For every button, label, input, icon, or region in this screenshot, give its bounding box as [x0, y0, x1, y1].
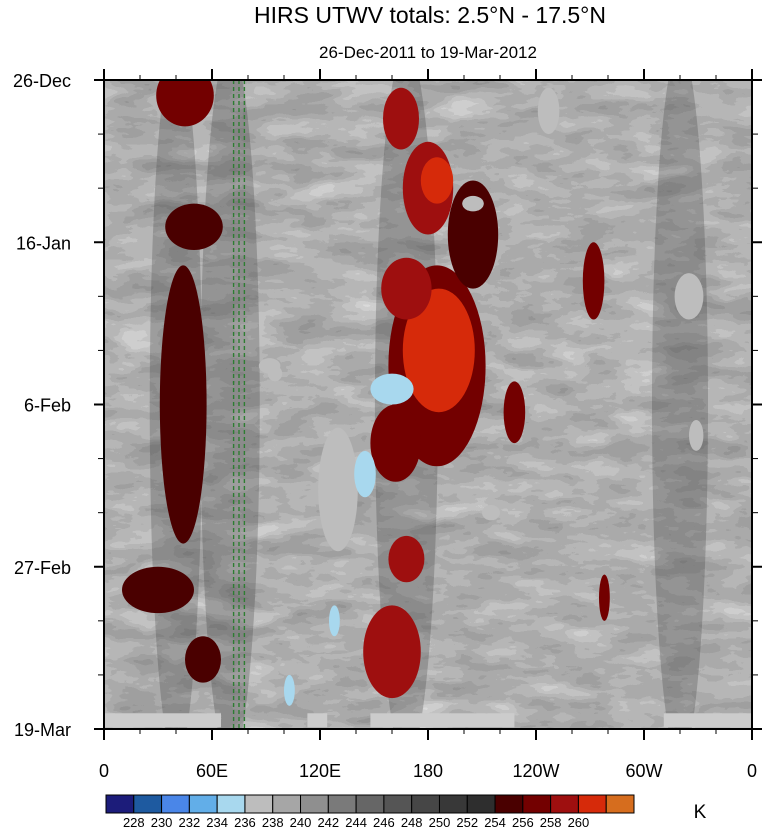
x-tick-label: 0: [99, 761, 109, 781]
colorbar-level-label: 246: [373, 815, 395, 830]
chart-title: HIRS UTWV totals: 2.5°N - 17.5°N: [254, 2, 606, 28]
colorbar-swatch: [272, 794, 302, 814]
warm-anomaly: [156, 80, 214, 127]
warm-anomaly: [388, 535, 425, 583]
cold-anomaly: [689, 419, 704, 451]
warm-anomaly: [159, 265, 207, 544]
cold-anomaly: [674, 273, 704, 320]
warm-anomaly: [381, 257, 432, 320]
colorbar-swatch: [466, 794, 496, 814]
x-tick-label: 60E: [196, 761, 228, 781]
colorbar-level-label: 258: [540, 815, 562, 830]
missing-data-band: [370, 713, 515, 728]
warm-anomaly: [185, 636, 221, 683]
colorbar-swatch: [105, 794, 135, 814]
colorbar-level-label: 238: [262, 815, 284, 830]
y-tick-label: 19-Mar: [14, 720, 71, 740]
y-tick-label: 27-Feb: [14, 558, 71, 578]
units-label: K: [694, 802, 707, 823]
colorbar-swatch: [216, 794, 246, 814]
cold-anomaly: [284, 674, 295, 706]
colorbar-level-label: 244: [345, 815, 367, 830]
colorbar-swatch: [411, 794, 440, 814]
axis-ticks: 0 60E 120E 180 120W 60W 0 26-Dec 16-Jan 6-Feb 27-F…: [13, 69, 762, 781]
y-tick-label: 6-Feb: [24, 396, 71, 416]
colorbar-level-label: 254: [484, 815, 506, 830]
warm-anomaly: [599, 574, 610, 621]
missing-data-band: [663, 713, 752, 728]
colorbar-level-label: 234: [206, 815, 228, 830]
warm-anomaly: [122, 566, 194, 614]
colorbar: 228 230 232 234 236 238 240 242 244 246 248 250 252 2…: [105, 794, 635, 830]
missing-data-band: [104, 713, 221, 728]
cold-anomaly: [482, 504, 500, 521]
colorbar-swatch: [300, 794, 329, 814]
chart-subtitle: 26-Dec-2011 to 19-Mar-2012: [319, 43, 537, 62]
x-tick-label: 60W: [625, 761, 662, 781]
cold-anomaly: [258, 358, 281, 374]
colorbar-swatch: [550, 794, 579, 814]
colorbar-swatch: [133, 794, 163, 814]
x-tick-label: 0: [747, 761, 757, 781]
warm-anomaly: [503, 381, 526, 444]
colorbar-level-label: 260: [568, 815, 590, 830]
colorbar-swatch: [161, 794, 190, 814]
cold-anomaly: [329, 605, 340, 637]
warm-anomaly: [402, 288, 475, 413]
colorbar-swatch: [188, 794, 218, 814]
colorbar-level-label: 248: [401, 815, 423, 830]
colorbar-swatch: [605, 794, 635, 814]
colorbar-level-label: 242: [317, 815, 339, 830]
warm-anomaly: [165, 203, 223, 250]
warm-anomaly: [447, 180, 499, 289]
missing-data-band: [307, 713, 328, 728]
y-tick-label: 16-Jan: [16, 233, 71, 253]
x-tick-label: 180: [413, 761, 443, 781]
colorbar-level-label: 232: [179, 815, 201, 830]
x-tick-label: 120E: [299, 761, 341, 781]
cold-anomaly: [370, 373, 414, 405]
colorbar-swatch: [327, 794, 357, 814]
x-tick-label: 120W: [512, 761, 559, 781]
y-tick-label: 26-Dec: [13, 71, 71, 91]
warm-anomaly: [383, 87, 419, 150]
colorbar-level-label: 228: [123, 815, 145, 830]
warm-anomaly: [370, 404, 421, 482]
warm-anomaly: [363, 605, 421, 699]
colorbar-swatch: [438, 794, 468, 814]
colorbar-level-label: 250: [429, 815, 451, 830]
warm-anomaly: [582, 242, 605, 320]
contour-field: [104, 80, 752, 729]
colorbar-swatch: [494, 794, 524, 814]
colorbar-level-label: 252: [456, 815, 478, 830]
dark-band: [652, 80, 708, 729]
colorbar-swatch: [355, 794, 385, 814]
colorbar-level-label: 240: [290, 815, 312, 830]
colorbar-swatch: [522, 794, 552, 814]
colorbar-swatch: [383, 794, 413, 814]
colorbar-swatch: [244, 794, 274, 814]
colorbar-level-label: 230: [151, 815, 173, 830]
cold-anomaly: [462, 195, 484, 212]
cold-anomaly: [354, 450, 376, 498]
colorbar-level-label: 236: [234, 815, 256, 830]
colorbar-swatch: [577, 794, 607, 814]
cold-anomaly: [537, 87, 560, 135]
plot-area: [103, 79, 753, 730]
cold-anomaly: [318, 427, 358, 552]
warm-anomaly: [420, 157, 454, 204]
colorbar-level-label: 256: [512, 815, 534, 830]
